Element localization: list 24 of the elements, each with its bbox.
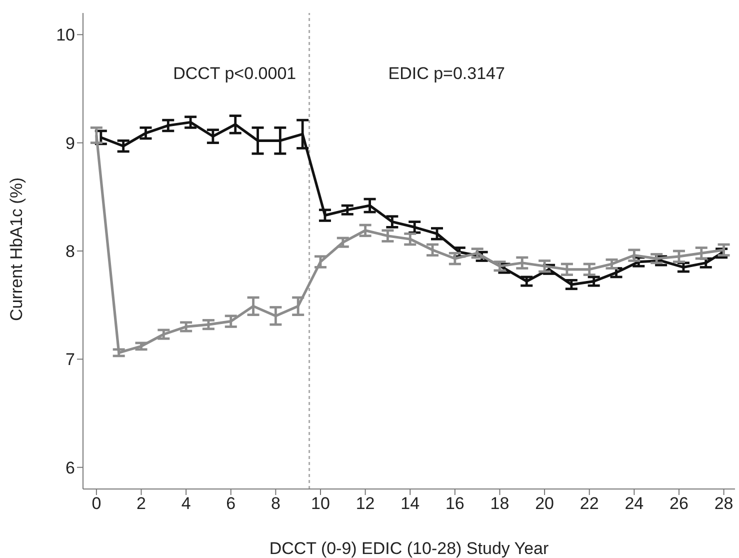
x-tick-label: 6 [226, 494, 236, 514]
x-tick-label: 20 [535, 494, 554, 514]
x-tick-label: 26 [670, 494, 688, 514]
x-tick-label: 0 [92, 494, 102, 514]
y-tick-label: 7 [66, 350, 75, 370]
x-tick-label: 8 [270, 494, 280, 514]
y-axis-title: Current HbA1c (%) [7, 177, 26, 321]
x-tick-label: 10 [311, 494, 330, 514]
x-tick-label: 28 [714, 494, 734, 514]
x-tick-label: 12 [356, 494, 375, 514]
x-tick-label: 16 [445, 494, 464, 514]
annotation: DCCT p<0.0001 [173, 64, 296, 84]
x-tick-label: 24 [624, 494, 644, 514]
x-tick-label: 18 [490, 494, 510, 514]
y-tick-label: 10 [56, 26, 75, 45]
x-tick-label: 22 [580, 494, 599, 514]
y-tick-label: 6 [66, 458, 75, 478]
annotation: EDIC p=0.3147 [388, 64, 505, 84]
y-tick-label: 9 [66, 134, 75, 153]
x-tick-label: 2 [136, 494, 146, 514]
x-axis-title: DCCT (0-9) EDIC (10-28) Study Year [269, 539, 550, 558]
y-tick-label: 8 [66, 242, 75, 262]
x-tick-label: 4 [181, 494, 191, 514]
x-tick-label: 14 [400, 494, 420, 514]
